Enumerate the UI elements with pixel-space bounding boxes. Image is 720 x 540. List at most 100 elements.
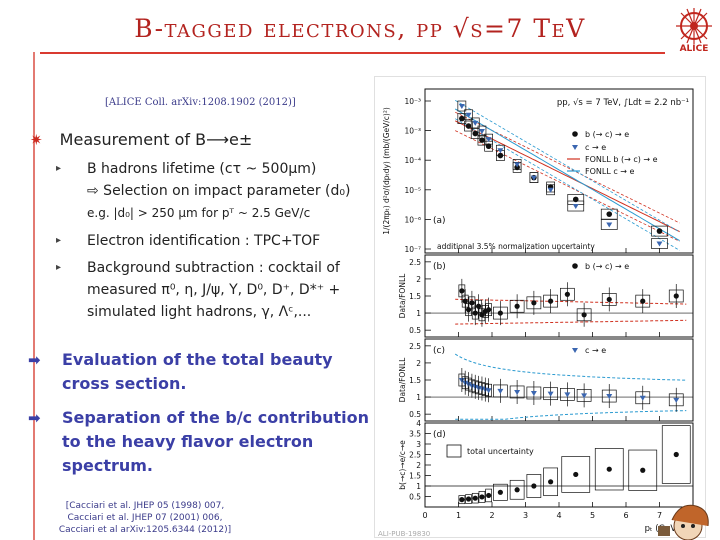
uncertainty-box	[594, 448, 624, 491]
uncertainty-box	[509, 479, 525, 500]
data-point-c	[485, 388, 492, 394]
y-tick-label: 0.5	[409, 326, 421, 335]
data-point-ratio	[531, 483, 537, 489]
uncertainty-box	[561, 456, 591, 493]
syst-box	[464, 120, 473, 132]
fonll-band-lower	[455, 319, 687, 325]
data-point-c	[572, 204, 579, 210]
y-tick-label: 10⁻³	[404, 127, 421, 136]
syst-box	[600, 208, 618, 220]
reference-line: Cacciari et al arXiv:1205.6344 (2012)]	[58, 525, 232, 535]
y-axis-label: Data/FONLL	[398, 357, 407, 402]
panel-label: (b)	[433, 262, 446, 272]
data-point-b	[472, 310, 478, 316]
data-point-b	[656, 228, 663, 234]
data-point-ratio	[606, 466, 612, 472]
syst-box	[484, 133, 494, 145]
syst-box	[651, 225, 668, 237]
data-point-b	[497, 310, 503, 316]
uncertainty-box	[458, 495, 466, 505]
data-point-c	[478, 129, 485, 135]
data-point-b	[469, 300, 475, 306]
data-point-b	[606, 211, 613, 217]
mascot-icon	[658, 504, 709, 540]
data-point-b	[606, 296, 612, 303]
star-bullet-icon: ✷	[30, 131, 43, 149]
y-tick-label: 2	[416, 461, 421, 470]
y-axis-label: Data/FONLL	[398, 273, 407, 318]
data-point-ratio	[514, 487, 520, 493]
data-point-b	[581, 312, 587, 318]
y-axis-label: 1/(2πpₜ) d²σ/(dpₜdy) (mb/(GeV/c)²)	[382, 107, 391, 235]
data-point-b	[531, 300, 537, 306]
legend-marker-b	[572, 131, 578, 137]
legend-label: total uncertainty	[467, 447, 534, 456]
data-point-c	[581, 393, 588, 399]
data-point-ratio	[673, 451, 679, 458]
main-bullet: ✷ Measurement of B⟶e±	[30, 130, 252, 149]
y-tick-label: 4	[416, 419, 421, 428]
y-tick-label: 1.5	[409, 472, 421, 481]
data-point-b	[459, 115, 465, 122]
fonll-c-band-central	[454, 108, 680, 242]
left-margin-bar	[33, 52, 35, 540]
data-point-c	[547, 391, 554, 397]
figure-id: ALI-PUB-19830	[378, 530, 431, 538]
arrow-bullet-line: Evaluation of the total beauty	[62, 350, 333, 369]
uncertainty-box	[485, 488, 493, 503]
reference-line: Cacciari et al. JHEP 07 (2001) 006,	[67, 513, 223, 523]
legend-marker-b	[572, 263, 578, 269]
panel-label: (d)	[433, 430, 446, 440]
y-tick-label: 2.5	[409, 342, 421, 351]
title-rule	[40, 52, 665, 54]
legend-label: b (→ c) → e	[585, 130, 629, 139]
syst-box	[477, 125, 487, 137]
data-point-c	[458, 104, 465, 110]
legend-marker-c	[572, 145, 578, 150]
data-point-c	[564, 392, 571, 398]
data-point-b	[548, 298, 554, 304]
data-point-b	[485, 143, 492, 150]
data-point-c	[514, 389, 521, 395]
alice-logo-label: ALICE	[679, 44, 709, 54]
y-tick-label: 3.5	[409, 430, 421, 439]
subbullet-line: Electron identification : TPC+TOF	[87, 233, 321, 249]
fonll-c-band-lower	[455, 118, 680, 251]
y-tick-label: 1	[416, 309, 421, 318]
y-tick-label: 10⁻⁶	[404, 215, 421, 224]
reference-line: [Cacciari et al. JHEP 05 (1998) 007,	[65, 501, 225, 511]
arrow-bullet-line: to the heavy flavor electron	[62, 432, 314, 451]
x-tick-label: 2	[489, 511, 494, 520]
main-bullet-text: Measurement of B⟶e±	[59, 130, 253, 149]
data-point-c	[530, 175, 537, 181]
arrow-bullet-icon: ➡	[28, 351, 41, 369]
syst-box	[457, 113, 467, 124]
data-point-c	[673, 397, 680, 403]
x-tick-label: 7	[657, 511, 662, 520]
subbullet-line: Background subtraction : cocktail of	[87, 260, 340, 276]
reference-top: [ALICE Coll. arXiv:1208.1902 (2012)]	[105, 97, 296, 108]
x-tick-label: 0	[422, 511, 427, 520]
y-tick-label: 10⁻⁷	[404, 245, 421, 254]
data-point-c	[465, 382, 472, 388]
fonll-band-lower	[455, 410, 687, 420]
data-point-c	[639, 395, 646, 401]
uncertainty-box	[628, 449, 658, 491]
legend-label: c → e	[585, 143, 606, 152]
x-tick-label: 5	[590, 511, 595, 520]
fonll-band-upper	[455, 298, 687, 305]
syst-box	[457, 100, 467, 112]
y-tick-label: 1	[416, 393, 421, 402]
legend-label: b (→ c) → e	[585, 262, 629, 271]
data-point-c	[497, 148, 504, 154]
panel-note: additional 3.5% normalization uncertaint…	[437, 242, 595, 251]
y-tick-label: 2	[416, 275, 421, 284]
syst-box	[651, 238, 668, 249]
data-point-b	[486, 307, 492, 313]
triangle-bullet-icon: ▸	[56, 262, 62, 273]
y-tick-label: 0.5	[409, 410, 421, 419]
syst-box	[477, 134, 487, 146]
subbullet-line: simulated light hadrons, γ, Λᶜ,...	[87, 304, 312, 320]
uncertainty-box	[471, 492, 479, 504]
triangle-bullet-icon: ▸	[56, 235, 62, 246]
